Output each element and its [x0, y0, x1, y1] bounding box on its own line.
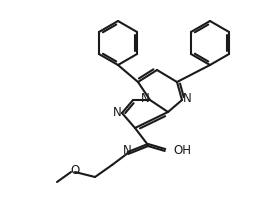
Text: OH: OH: [173, 144, 191, 157]
Text: N: N: [141, 92, 149, 104]
Text: N: N: [123, 144, 131, 157]
Text: N: N: [113, 107, 121, 120]
Text: O: O: [70, 164, 80, 177]
Text: N: N: [183, 92, 191, 104]
